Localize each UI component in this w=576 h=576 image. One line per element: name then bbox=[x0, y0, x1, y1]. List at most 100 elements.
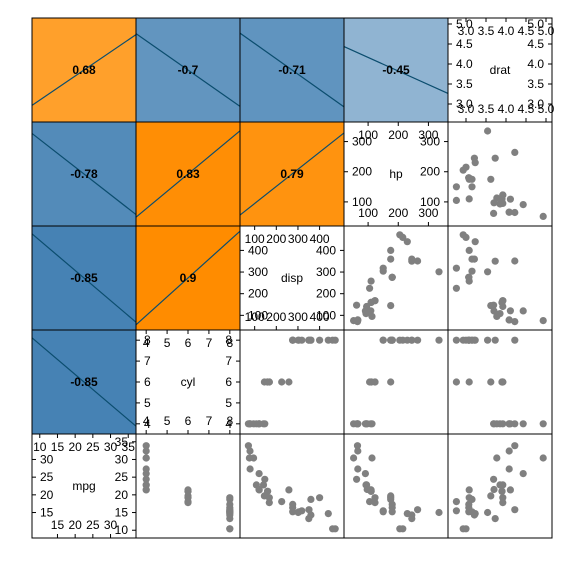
tick-label: 25 bbox=[115, 470, 129, 484]
scatter-point bbox=[403, 238, 411, 246]
tick-label: 25 bbox=[86, 518, 100, 532]
corr-line bbox=[31, 132, 137, 216]
corr-label: -0.71 bbox=[278, 63, 306, 77]
scatter-point bbox=[142, 442, 150, 450]
scatter-point bbox=[487, 302, 495, 310]
tick-label: 300 bbox=[418, 128, 438, 142]
scatter-point bbox=[371, 378, 379, 386]
scatter-point bbox=[493, 312, 501, 320]
tick-label: 300 bbox=[420, 135, 440, 149]
scatter-point bbox=[324, 509, 332, 518]
scatter-point bbox=[226, 525, 234, 533]
scatter-point bbox=[505, 316, 513, 324]
tick-label: 4.0 bbox=[527, 57, 544, 71]
variable-name: mpg bbox=[72, 479, 95, 493]
tick-label: 7 bbox=[206, 336, 213, 350]
scatter-point bbox=[408, 515, 416, 523]
corr-line bbox=[135, 130, 241, 218]
tick-label: 25 bbox=[40, 470, 54, 484]
scatter-point bbox=[379, 267, 387, 275]
variable-name: drat bbox=[490, 63, 511, 77]
scatter-point bbox=[142, 470, 150, 478]
scatter-point bbox=[414, 257, 422, 265]
scatter-point bbox=[408, 257, 416, 265]
tick-label: 30 bbox=[115, 452, 129, 466]
scatter-point bbox=[367, 307, 375, 315]
scatter-point bbox=[484, 508, 492, 517]
scatter-point bbox=[260, 492, 268, 500]
corr-panel-drat-cyl: -0.7 bbox=[135, 18, 241, 122]
scatter-point bbox=[387, 492, 395, 500]
corr-label: -0.85 bbox=[70, 271, 98, 285]
scatter-point bbox=[414, 506, 422, 514]
tick-label: 300 bbox=[352, 135, 372, 149]
tick-label: 400 bbox=[248, 243, 268, 257]
tick-label: 3.0 bbox=[527, 97, 544, 111]
scatter-point bbox=[519, 420, 527, 428]
tick-label: 4.5 bbox=[456, 37, 473, 51]
scatter-point bbox=[505, 465, 513, 473]
scatter-point bbox=[388, 500, 396, 508]
scatter-point bbox=[388, 273, 396, 281]
panel-border bbox=[343, 329, 449, 435]
tick-label: 35 bbox=[122, 440, 136, 454]
scatter-point bbox=[499, 297, 507, 305]
tick-label: 4.5 bbox=[527, 37, 544, 51]
tick-label: 200 bbox=[352, 165, 372, 179]
tick-label: 8 bbox=[226, 414, 233, 428]
scatter-point bbox=[350, 454, 358, 462]
scatter-point bbox=[511, 257, 519, 265]
panel-borders bbox=[31, 17, 553, 539]
scatter-point bbox=[329, 525, 337, 533]
tick-label: 400 bbox=[310, 310, 330, 324]
tick-label: 4 bbox=[143, 414, 150, 428]
scatter-point bbox=[246, 465, 254, 473]
scatter-point bbox=[465, 500, 473, 508]
corr-line bbox=[343, 46, 449, 94]
scatter-point bbox=[289, 336, 297, 344]
tick-label: 200 bbox=[388, 128, 408, 142]
tick-label: 100 bbox=[248, 308, 268, 322]
scatter-point bbox=[539, 420, 547, 428]
tick-label: 7 bbox=[225, 354, 232, 368]
tick-label: 300 bbox=[316, 265, 336, 279]
scatter-point bbox=[491, 257, 499, 265]
scatter-point bbox=[499, 481, 507, 489]
scatter-point bbox=[142, 447, 150, 455]
scatter-panel-cyl-hp bbox=[350, 336, 443, 428]
scatter-point bbox=[452, 196, 460, 204]
scatter-point bbox=[484, 268, 492, 276]
scatter-point bbox=[366, 284, 374, 292]
tick-label: 5.0 bbox=[538, 102, 555, 116]
scatter-point bbox=[493, 194, 501, 202]
scatter-point bbox=[490, 485, 498, 494]
tick-label: 10 bbox=[115, 523, 129, 537]
scatter-panel-mpg-disp bbox=[244, 442, 339, 533]
scatter-point bbox=[462, 525, 470, 533]
scatter-point bbox=[499, 499, 507, 507]
tick-label: 8 bbox=[144, 333, 151, 347]
tick-label: 15 bbox=[115, 506, 129, 520]
scatter-point bbox=[361, 307, 369, 315]
scatter-point bbox=[471, 238, 479, 246]
corr-label: -0.45 bbox=[382, 63, 410, 77]
tick-label: 4.5 bbox=[518, 102, 535, 116]
scatter-point bbox=[399, 233, 407, 241]
scatter-point bbox=[487, 175, 495, 183]
scatter-point bbox=[305, 515, 313, 523]
scatter-point bbox=[435, 336, 443, 344]
correlation-panels: -0.85 -0.85 0.9 -0.78 0.83 0.79 0.68 -0.7 -0.71 -… bbox=[31, 18, 449, 434]
scatter-point bbox=[250, 454, 258, 462]
variable-name: disp bbox=[281, 271, 303, 285]
scatter-point bbox=[368, 454, 376, 462]
tick-label: 3.5 bbox=[478, 102, 495, 116]
tick-label: 200 bbox=[248, 287, 268, 301]
scatter-point bbox=[184, 499, 192, 507]
scatter-point bbox=[367, 486, 375, 494]
tick-label: 5 bbox=[225, 396, 232, 410]
scatter-point bbox=[519, 201, 527, 209]
scatter-point bbox=[490, 307, 498, 315]
